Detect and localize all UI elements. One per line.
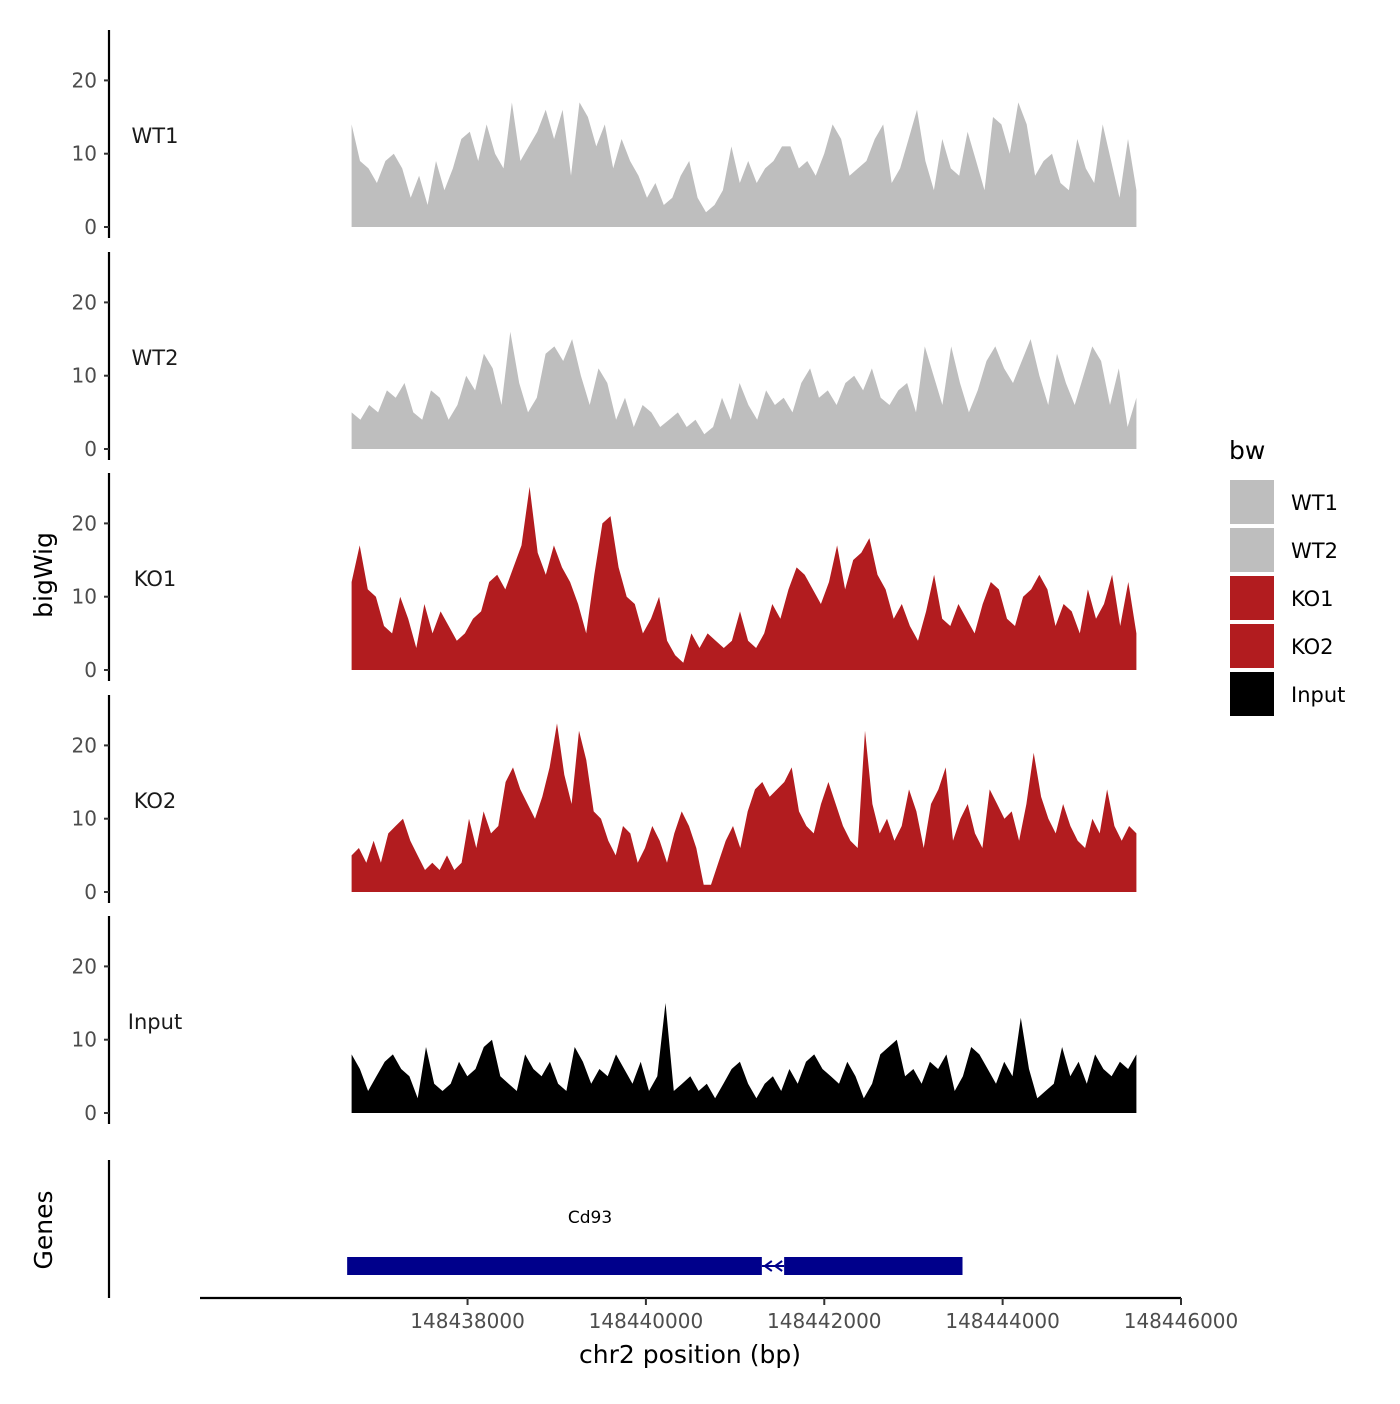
legend-swatch	[1228, 574, 1276, 622]
legend-item-wt2: WT2	[1228, 526, 1338, 574]
track-label: KO2	[134, 789, 177, 813]
signal-area-wt1	[351, 102, 1137, 227]
legend-label: Input	[1291, 683, 1345, 707]
legend-title: bw	[1229, 436, 1265, 465]
track-input: 0 10 20 Input	[72, 916, 1137, 1125]
y-tick-label: 10	[72, 807, 97, 831]
y-tick-label: 0	[84, 1101, 97, 1125]
y-tick-label: 0	[84, 880, 97, 904]
y-tick-label: 20	[72, 68, 97, 92]
gene-label: Cd93	[568, 1208, 612, 1228]
y-tick-label: 10	[72, 585, 97, 609]
track-label: WT1	[132, 124, 179, 148]
y-tick-label: 20	[72, 290, 97, 314]
x-tick-label: 148444000	[945, 1309, 1060, 1333]
legend-swatch	[1228, 526, 1276, 574]
track-ko2: 0 10 20 KO2	[72, 695, 1137, 904]
y-tick-label: 20	[72, 511, 97, 535]
x-tick-label: 148440000	[589, 1309, 704, 1333]
y-tick-label: 10	[72, 1028, 97, 1052]
legend-label: KO1	[1291, 587, 1334, 611]
track-wt1: 0 10 20 WT1	[72, 30, 1137, 239]
track-wt2: 0 10 20 WT2	[72, 252, 1137, 461]
x-axis-title: chr2 position (bp)	[579, 1340, 801, 1369]
signal-area-input	[351, 1003, 1137, 1113]
legend: bw WT1 WT2 KO1 KO2 Input	[1228, 436, 1345, 718]
strand-arrow	[773, 1260, 783, 1272]
track-label: Input	[128, 1010, 182, 1034]
gene-exon	[784, 1257, 963, 1275]
signal-area-ko1	[351, 486, 1137, 670]
legend-label: KO2	[1291, 635, 1334, 659]
track-label: KO1	[134, 567, 177, 591]
signal-area-ko2	[351, 723, 1137, 892]
x-tick-label: 148438000	[410, 1309, 525, 1333]
y-tick-label: 20	[72, 733, 97, 757]
legend-item-wt1: WT1	[1228, 478, 1338, 526]
y-tick-label: 0	[84, 215, 97, 239]
strand-arrow	[763, 1260, 773, 1272]
legend-label: WT2	[1291, 539, 1338, 563]
y-axis-title: bigWig	[29, 532, 58, 618]
legend-label: WT1	[1291, 491, 1338, 515]
y-tick-label: 0	[84, 658, 97, 682]
gene-cd93: Cd93	[347, 1208, 963, 1275]
y-tick-label: 10	[72, 142, 97, 166]
genes-track-title: Genes	[29, 1190, 58, 1269]
y-tick-label: 10	[72, 364, 97, 388]
y-tick-label: 0	[84, 437, 97, 461]
y-tick-label: 20	[72, 954, 97, 978]
legend-item-ko2: KO2	[1228, 622, 1334, 670]
legend-swatch	[1228, 670, 1276, 718]
track-label: WT2	[132, 346, 179, 370]
legend-item-ko1: KO1	[1228, 574, 1334, 622]
x-tick-label: 148442000	[767, 1309, 882, 1333]
gene-exon	[347, 1257, 762, 1275]
legend-item-input: Input	[1228, 670, 1345, 718]
x-tick-label: 148446000	[1124, 1309, 1239, 1333]
legend-swatch	[1228, 622, 1276, 670]
legend-swatch	[1228, 478, 1276, 526]
signal-area-wt2	[351, 331, 1137, 449]
track-ko1: 0 10 20 KO1	[72, 473, 1137, 682]
